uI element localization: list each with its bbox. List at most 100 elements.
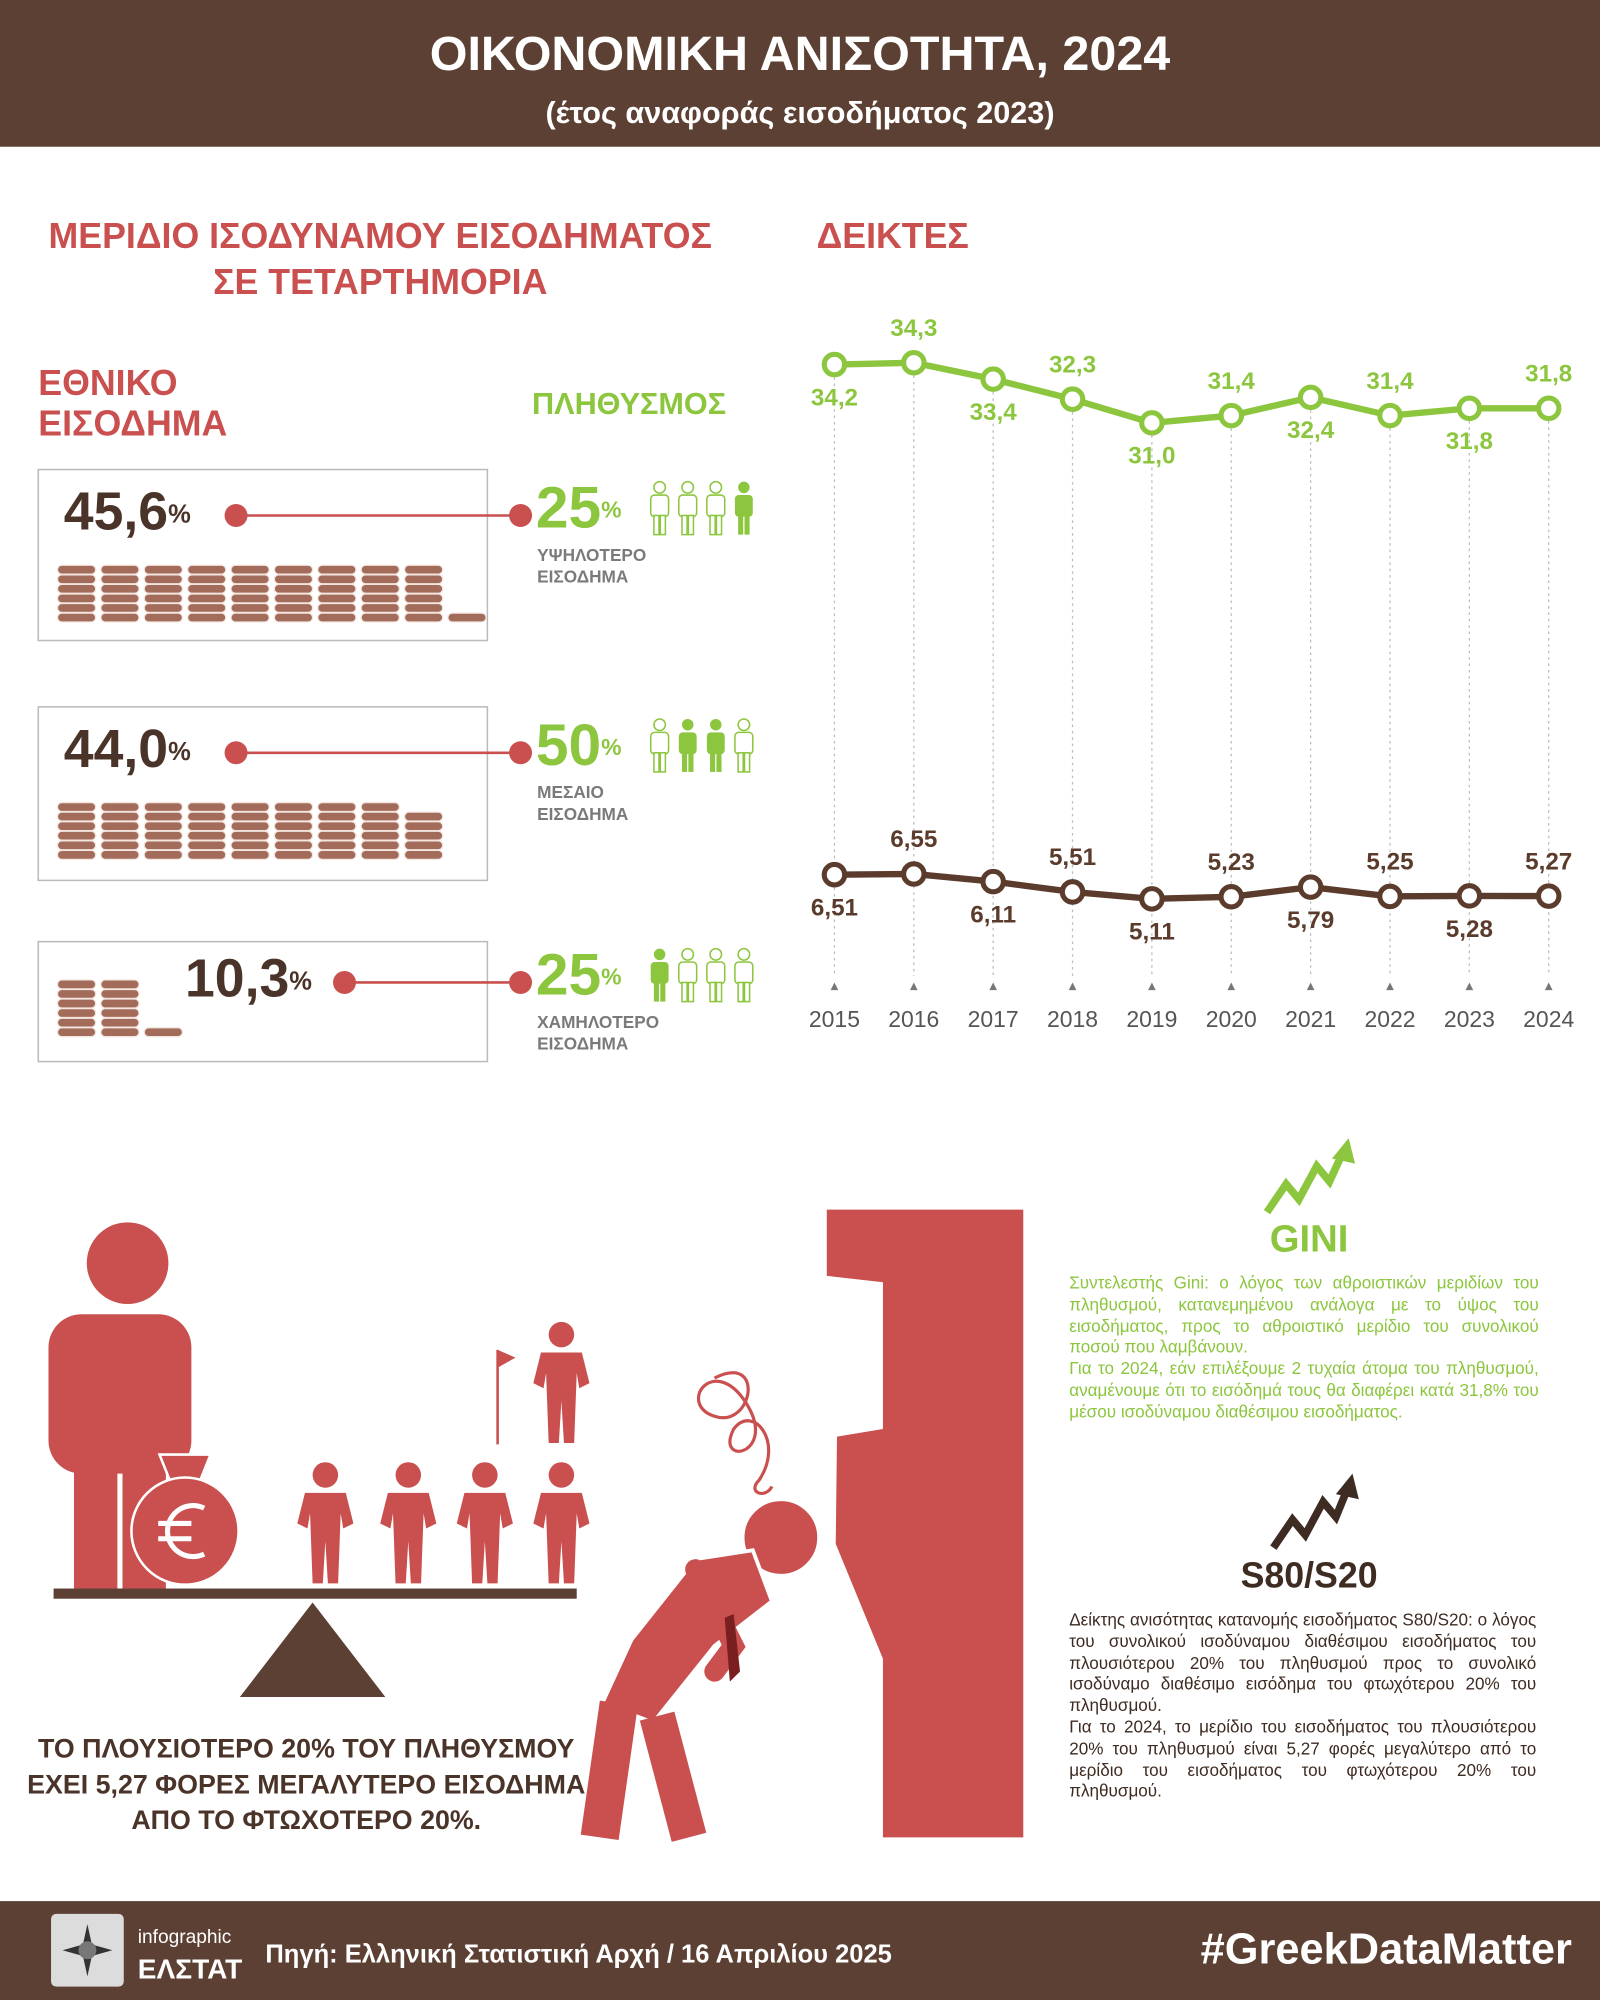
- person-body: [706, 961, 726, 985]
- note-paragraph: Συντελεστής Gini: ο λόγος των αθροιστικώ…: [1069, 1273, 1539, 1357]
- small-man-head: [395, 1462, 422, 1488]
- coin: [186, 849, 227, 860]
- data-label: 5,25: [1366, 849, 1413, 876]
- coin: [56, 830, 97, 841]
- small-man-head: [548, 1321, 575, 1348]
- person-body: [706, 732, 725, 755]
- axis-marker: [1306, 982, 1315, 991]
- coin: [186, 811, 227, 822]
- x-tick-label: 2019: [1126, 1006, 1177, 1032]
- note-text: Δείκτης ανισότητας κατανομής εισοδήματος…: [1069, 1610, 1536, 1803]
- coin: [273, 574, 314, 585]
- quintile-box: [37, 940, 489, 1063]
- person-icon: [734, 947, 754, 1003]
- coin: [317, 821, 357, 832]
- population-label: ΕΙΣΟΔΗΜΑ: [537, 1034, 628, 1054]
- coin: [273, 564, 314, 575]
- coin: [56, 612, 97, 623]
- coin: [317, 583, 357, 594]
- coin: [100, 583, 140, 594]
- bent-man-leg: [580, 1700, 638, 1841]
- person-icon: [678, 947, 698, 1003]
- coin: [360, 612, 400, 623]
- person-icon: [649, 480, 670, 536]
- x-tick-label: 2023: [1444, 1006, 1495, 1032]
- coin: [403, 574, 444, 585]
- share-number: 10,3: [185, 949, 289, 1009]
- coin-stack: [100, 564, 140, 623]
- coin: [230, 593, 270, 604]
- footer-bar: [0, 1901, 1600, 2000]
- small-man-body: [297, 1492, 354, 1584]
- x-tick-label: 2016: [888, 1006, 939, 1032]
- share-unit: %: [289, 967, 312, 995]
- data-point: [1456, 883, 1483, 909]
- coin: [100, 1017, 140, 1028]
- connector-dot: [333, 970, 356, 994]
- data-point: [980, 868, 1006, 895]
- coin: [360, 830, 400, 841]
- coin: [56, 574, 97, 585]
- data-label: 5,11: [1129, 919, 1175, 946]
- coin: [403, 602, 444, 614]
- bent-man-head: [740, 1497, 822, 1578]
- coin: [403, 612, 444, 623]
- person-leg: [659, 514, 667, 536]
- data-label: 5,23: [1208, 849, 1255, 876]
- coin: [403, 821, 444, 832]
- person-leg: [743, 752, 751, 773]
- coin: [230, 612, 270, 623]
- coin: [186, 583, 227, 594]
- coin: [100, 1007, 140, 1019]
- coin: [403, 564, 444, 575]
- person-icon-filled: [650, 948, 669, 1002]
- coin: [360, 564, 400, 575]
- note-paragraph: Δείκτης ανισότητας κατανομής εισοδήματος…: [1069, 1610, 1537, 1716]
- coin: [317, 840, 357, 851]
- axis-marker: [830, 982, 839, 991]
- coin: [100, 612, 140, 623]
- quintile-box: [37, 468, 489, 642]
- person-icon: [706, 480, 726, 536]
- connector-dot: [509, 503, 533, 527]
- coin: [317, 593, 357, 604]
- coin: [317, 849, 357, 860]
- note-paragraph: Για το 2024, το μερίδιο του εισοδήματος …: [1069, 1717, 1537, 1801]
- coin: [100, 840, 140, 851]
- small-man-body: [533, 1492, 590, 1584]
- coin: [56, 998, 97, 1009]
- coin: [143, 1027, 184, 1038]
- coin: [230, 840, 270, 851]
- bent-man-body: [599, 1548, 775, 1725]
- logo-core: [78, 1941, 97, 1960]
- data-point: [1377, 402, 1403, 429]
- coin: [56, 840, 97, 851]
- coin-stack: [403, 564, 444, 623]
- connector-dot: [509, 970, 533, 994]
- trend-icon: [1270, 1487, 1351, 1550]
- small-man-body: [380, 1492, 437, 1584]
- person-icon: [649, 718, 670, 773]
- coin: [317, 574, 357, 585]
- person-icon: [678, 480, 698, 536]
- coin: [56, 821, 97, 832]
- person-leg: [687, 981, 695, 1003]
- chart-title: ΔΕΙΚΤΕΣ: [817, 216, 969, 256]
- data-label: 5,28: [1446, 916, 1493, 943]
- coin: [273, 612, 314, 623]
- coin: [186, 602, 227, 614]
- money-bag: [130, 1476, 240, 1586]
- person-body: [734, 731, 754, 755]
- bent-man-leg: [639, 1711, 707, 1842]
- footer-brand: ΕΛΣΤΑΤ: [138, 1954, 242, 1985]
- coin-stack: [56, 801, 97, 860]
- coin: [143, 612, 184, 623]
- axis-marker: [909, 982, 918, 991]
- coin: [273, 583, 314, 594]
- coin: [230, 801, 270, 813]
- spiral: [696, 1371, 774, 1495]
- coin: [273, 593, 314, 604]
- coin: [100, 830, 140, 841]
- population-value: 25%: [536, 475, 622, 540]
